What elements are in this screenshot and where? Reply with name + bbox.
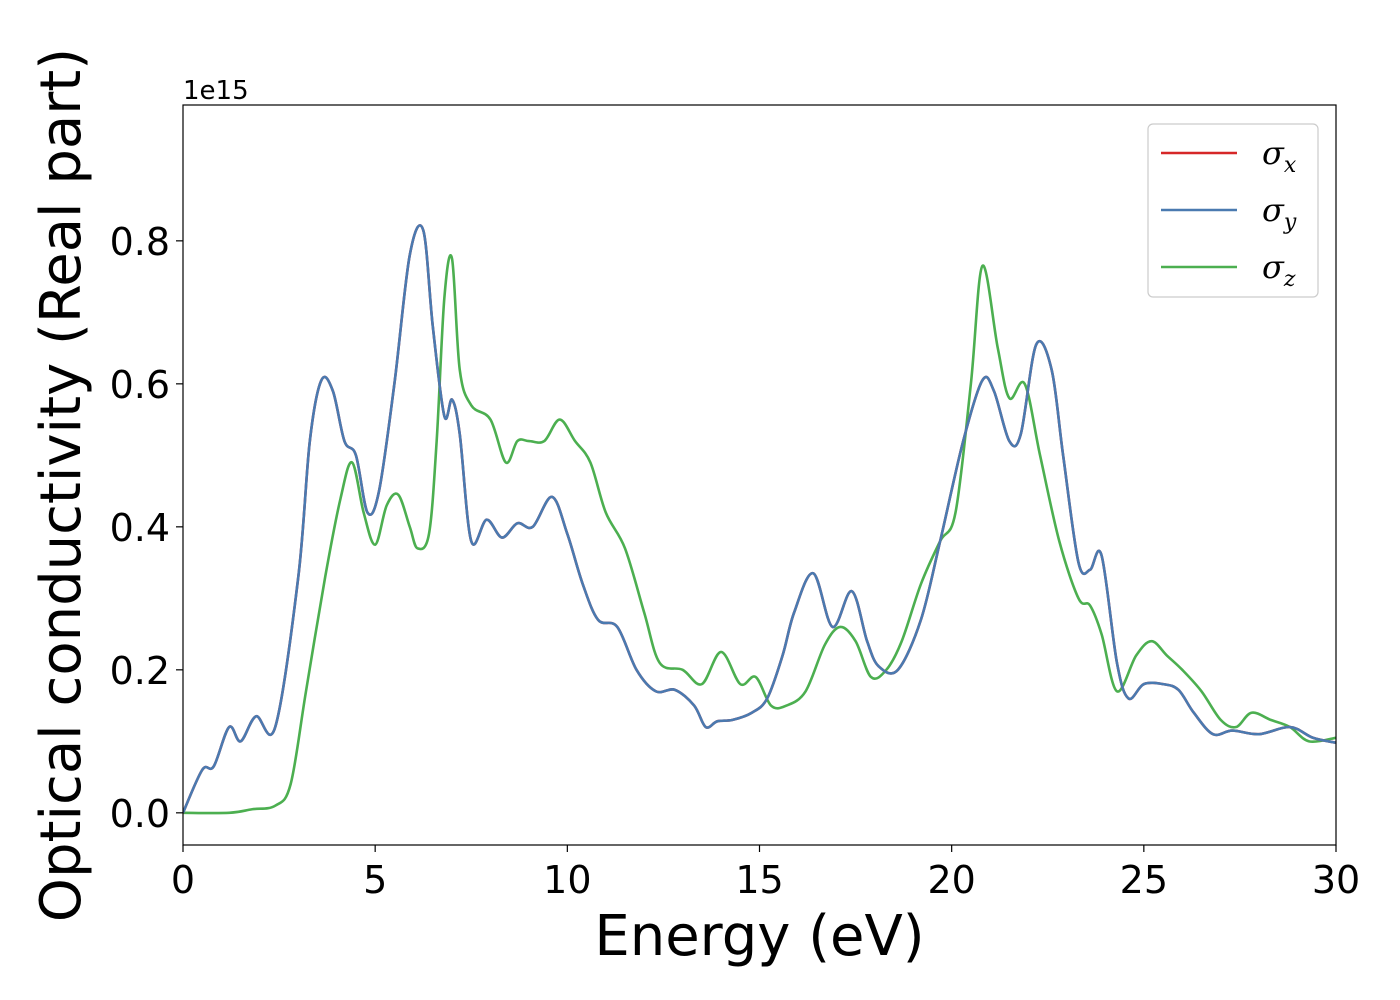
legend-label: σx	[1262, 134, 1297, 178]
y-tick-label: 0.8	[110, 220, 170, 264]
ticks: 0 5 10 15 20 25 30 0.0 0.2 0.4 0.6 0.8	[110, 220, 1361, 902]
series-line-sigma-x	[183, 224, 1336, 814]
x-axis-title: Energy (eV)	[594, 904, 924, 969]
plot-area	[183, 224, 1336, 815]
y-tick-label: 0.2	[110, 649, 170, 693]
x-tick-label: 0	[171, 858, 195, 902]
y-tick-label: 0.6	[110, 363, 170, 407]
x-tick-label: 20	[927, 858, 975, 902]
legend-label: σz	[1262, 248, 1296, 292]
legend-label: σy	[1262, 191, 1297, 235]
legend: σx σy σz	[1147, 123, 1319, 298]
series-line-sigma-z	[183, 254, 1336, 815]
x-tick-label: 5	[363, 858, 387, 902]
y-axis-title: Optical conductivity (Real part)	[29, 48, 94, 922]
y-offset-label: 1e15	[183, 76, 249, 106]
x-tick-label: 10	[543, 858, 591, 902]
x-tick-label: 30	[1312, 858, 1360, 902]
y-tick-label: 0.0	[110, 792, 170, 836]
x-tick-label: 25	[1120, 858, 1168, 902]
x-tick-label: 15	[735, 858, 783, 902]
y-tick-label: 0.4	[110, 506, 170, 550]
legend-item-sigma-y: σy	[1161, 191, 1297, 235]
legend-item-sigma-z: σz	[1161, 248, 1296, 292]
series-line-sigma-y	[183, 224, 1336, 814]
legend-item-sigma-x: σx	[1161, 134, 1297, 178]
